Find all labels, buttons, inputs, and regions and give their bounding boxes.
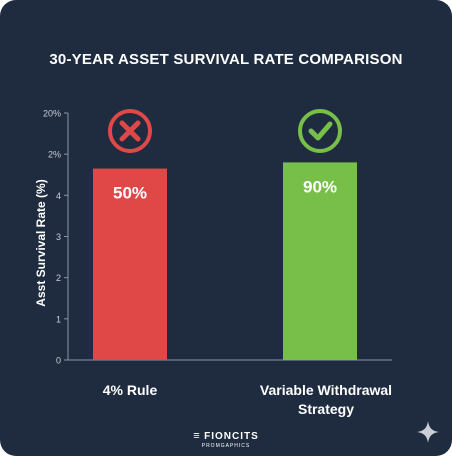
y-tick-label: 20% — [43, 109, 61, 119]
x-tick-label-4-rule: 4% Rule — [102, 382, 158, 398]
x-tick-label-variable-withdrawal: Variable Withdrawal Strategy — [259, 382, 393, 417]
y-tick-label: 4 — [56, 191, 61, 201]
logo-icon: ≡ — [193, 430, 200, 442]
y-tick-label: 2% — [48, 150, 61, 160]
bar-1 — [283, 162, 357, 360]
y-ticks: 0 1 2 3 4 2% 20% — [43, 109, 68, 366]
y-tick-label: 2 — [56, 273, 61, 283]
brand-subtitle: PROMGAPHICS — [201, 443, 251, 449]
status-icons — [108, 109, 342, 153]
sparkle-icon[interactable] — [416, 420, 440, 444]
y-tick-label: 3 — [56, 232, 61, 242]
chart-title: 30-YEAR ASSET SURVIVAL RATE COMPARISON — [49, 51, 403, 68]
data-label-1: 90% — [303, 177, 337, 196]
bar-0 — [93, 168, 167, 360]
y-tick-label: 0 — [56, 356, 61, 366]
bars: 50% 90% — [93, 162, 357, 360]
y-axis-label: Asst Survival Rate (%) — [34, 179, 48, 306]
brand-logo: ≡ FIONCITS PROMGAPHICS — [0, 426, 452, 449]
x-circle-icon — [108, 109, 152, 153]
data-label-0: 50% — [113, 184, 147, 203]
y-tick-label: 1 — [56, 314, 61, 324]
brand-name: FIONCITS — [204, 431, 259, 442]
check-circle-icon — [298, 109, 342, 153]
